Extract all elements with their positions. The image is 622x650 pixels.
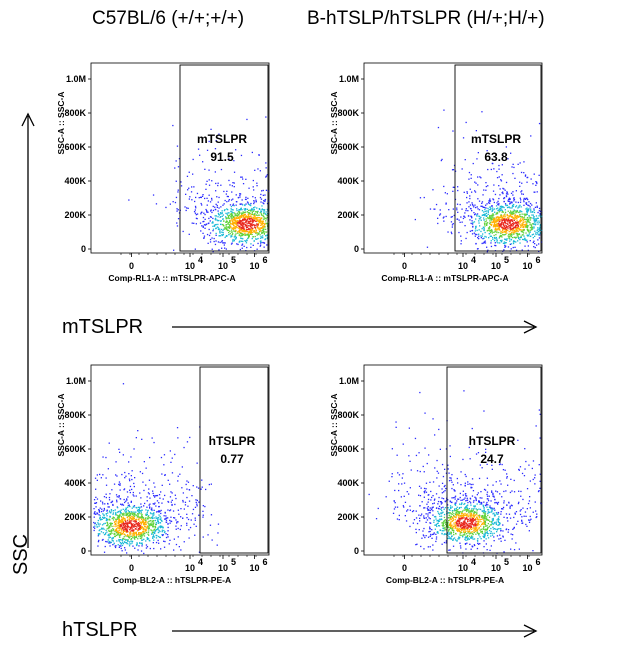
- event-dots: [93, 383, 220, 555]
- y-axis-title: SSC-A :: SSC-A: [329, 92, 339, 155]
- y-tick-label: 400K: [64, 176, 86, 186]
- y-tick-label: 1.0M: [66, 376, 86, 386]
- x-tick-label: 10: [249, 563, 259, 573]
- x-tick-label: 0: [129, 261, 134, 271]
- y-tick-label: 0: [81, 244, 86, 254]
- gate-rectangle: [199, 366, 269, 554]
- x-tick-exponent: 6: [263, 557, 268, 567]
- y-tick-label: 400K: [64, 478, 86, 488]
- y-tick-label: 0: [354, 546, 359, 556]
- gate-percentage: 24.7: [480, 452, 504, 466]
- x-axis-title: Comp-RL1-A :: mTSLPR-APC-A: [108, 273, 235, 283]
- gate-percentage: 91.5: [210, 150, 234, 164]
- y-tick-label: 200K: [64, 210, 86, 220]
- y-tick-label: 800K: [64, 108, 86, 118]
- y-axis-title: SSC-A :: SSC-A: [56, 394, 66, 457]
- x-tick-exponent: 6: [263, 255, 268, 265]
- y-tick-label: 400K: [337, 176, 359, 186]
- x-axis-title: Comp-BL2-A :: hTSLPR-PE-A: [113, 575, 231, 585]
- y-tick-label: 0: [81, 546, 86, 556]
- x-tick-exponent: 5: [231, 557, 236, 567]
- y-tick-label: 1.0M: [66, 74, 86, 84]
- y-tick-label: 800K: [64, 410, 86, 420]
- gate-rectangle: [454, 64, 542, 252]
- ssc-arrow: [21, 112, 35, 548]
- y-tick-label: 1.0M: [339, 74, 359, 84]
- row-label-mtslpr: mTSLPR: [62, 316, 144, 338]
- plot-frame: [363, 364, 543, 556]
- htslpr-arrow: [172, 624, 538, 638]
- x-tick-label: 10: [491, 563, 501, 573]
- x-tick-label: 10: [218, 563, 228, 573]
- column-title-humanized: B-hTSLP/hTSLPR (H/+;H/+): [307, 8, 545, 29]
- row-label-htslpr: hTSLPR: [62, 619, 138, 641]
- x-tick-exponent: 4: [198, 255, 203, 265]
- y-tick-label: 200K: [337, 512, 359, 522]
- y-tick-label: 600K: [337, 142, 359, 152]
- x-axis-title: Comp-BL2-A :: hTSLPR-PE-A: [386, 575, 504, 585]
- x-tick-label: 10: [458, 563, 468, 573]
- x-tick-label: 10: [185, 261, 195, 271]
- x-tick-exponent: 4: [198, 557, 203, 567]
- x-axis-title: Comp-RL1-A :: mTSLPR-APC-A: [381, 273, 508, 283]
- x-tick-label: 10: [458, 261, 468, 271]
- event-dots: [414, 109, 543, 253]
- gate-label: hTSLPR: [209, 434, 256, 448]
- x-tick-label: 0: [402, 261, 407, 271]
- x-tick-label: 0: [129, 563, 134, 573]
- x-tick-exponent: 4: [471, 255, 476, 265]
- x-tick-label: 0: [402, 563, 407, 573]
- y-tick-label: 600K: [337, 444, 359, 454]
- y-tick-label: 600K: [64, 444, 86, 454]
- x-tick-exponent: 5: [231, 255, 236, 265]
- x-tick-label: 10: [491, 261, 501, 271]
- mtslpr-arrow: [172, 320, 538, 334]
- gate-rectangle: [446, 366, 542, 554]
- x-tick-label: 10: [522, 563, 532, 573]
- gate-label: mTSLPR: [197, 132, 247, 146]
- y-axis-title: SSC-A :: SSC-A: [56, 92, 66, 155]
- y-tick-label: 1.0M: [339, 376, 359, 386]
- y-tick-label: 600K: [64, 142, 86, 152]
- x-tick-exponent: 4: [471, 557, 476, 567]
- gate-label: mTSLPR: [471, 132, 521, 146]
- x-tick-exponent: 5: [504, 557, 509, 567]
- gate-percentage: 0.77: [220, 452, 244, 466]
- y-axis-title: SSC-A :: SSC-A: [329, 394, 339, 457]
- y-tick-label: 0: [354, 244, 359, 254]
- x-tick-label: 10: [249, 261, 259, 271]
- y-tick-label: 800K: [337, 410, 359, 420]
- gate-percentage: 63.8: [484, 150, 508, 164]
- column-title-wildtype: C57BL/6 (+/+;+/+): [92, 8, 245, 29]
- x-tick-exponent: 6: [536, 557, 541, 567]
- x-tick-label: 10: [218, 261, 228, 271]
- y-tick-label: 400K: [337, 478, 359, 488]
- y-tick-label: 200K: [337, 210, 359, 220]
- y-tick-label: 200K: [64, 512, 86, 522]
- y-axis-label-ssc: SSC: [10, 533, 32, 575]
- gate-rectangle: [179, 64, 269, 252]
- x-tick-exponent: 5: [504, 255, 509, 265]
- gate-label: hTSLPR: [469, 434, 516, 448]
- x-tick-exponent: 6: [536, 255, 541, 265]
- y-tick-label: 800K: [337, 108, 359, 118]
- event-dots: [128, 116, 269, 253]
- x-tick-label: 10: [522, 261, 532, 271]
- x-tick-label: 10: [185, 563, 195, 573]
